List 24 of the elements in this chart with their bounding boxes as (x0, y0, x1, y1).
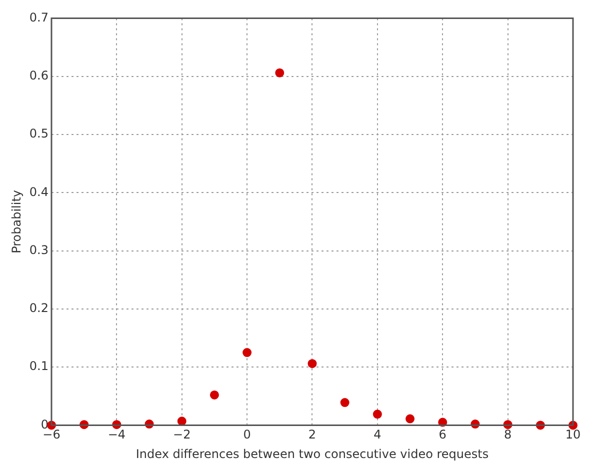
x-tick-label: −4 (108, 428, 126, 442)
point (340, 398, 350, 408)
x-tick-label: 8 (504, 428, 512, 442)
point (406, 414, 415, 424)
y-tick-label: 0.5 (29, 126, 48, 141)
x-axis-title: Index differences between two consecutive video requests (136, 446, 489, 461)
y-tick-label: 0.1 (29, 359, 48, 374)
point (275, 68, 284, 78)
x-tick-label: 6 (438, 428, 446, 442)
point (210, 390, 219, 400)
y-tick-label: 0.6 (29, 68, 48, 82)
x-tick-label: 10 (565, 428, 581, 442)
point (372, 410, 382, 419)
point (308, 359, 317, 368)
x-tick-label: 0 (243, 428, 251, 442)
point (242, 348, 252, 358)
y-tick-label: 0.2 (29, 301, 48, 316)
x-tick-label: 4 (374, 428, 382, 442)
y-axis-title: Probability (9, 190, 24, 254)
y-tick-label: 0.7 (29, 10, 48, 24)
x-tick-label: 2 (308, 428, 316, 442)
y-tick-label: 0.4 (29, 184, 48, 199)
y-tick-label: 0.3 (29, 242, 48, 257)
x-tick-label: −2 (173, 428, 191, 442)
